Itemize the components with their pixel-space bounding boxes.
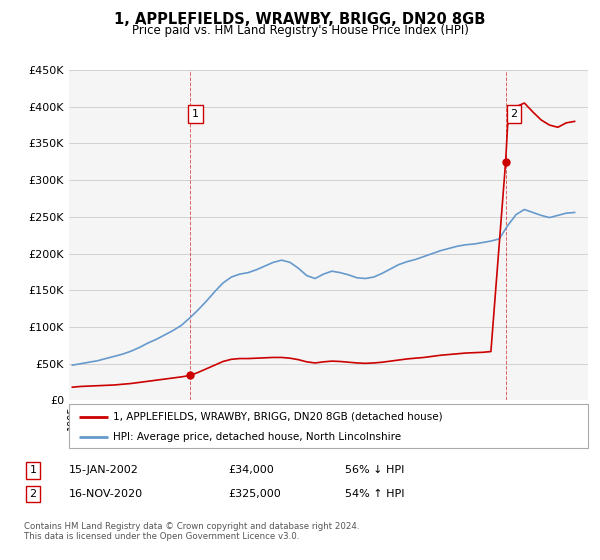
Text: 2: 2 [511,109,518,119]
Text: 1, APPLEFIELDS, WRAWBY, BRIGG, DN20 8GB: 1, APPLEFIELDS, WRAWBY, BRIGG, DN20 8GB [115,12,485,27]
Text: 1: 1 [29,465,37,475]
Text: HPI: Average price, detached house, North Lincolnshire: HPI: Average price, detached house, Nort… [113,432,401,442]
Text: 16-NOV-2020: 16-NOV-2020 [69,489,143,499]
Text: 2: 2 [29,489,37,499]
Text: 54% ↑ HPI: 54% ↑ HPI [345,489,404,499]
Text: £34,000: £34,000 [228,465,274,475]
Text: Price paid vs. HM Land Registry's House Price Index (HPI): Price paid vs. HM Land Registry's House … [131,24,469,36]
Text: £325,000: £325,000 [228,489,281,499]
Text: 1: 1 [192,109,199,119]
FancyBboxPatch shape [69,404,588,448]
Text: 1, APPLEFIELDS, WRAWBY, BRIGG, DN20 8GB (detached house): 1, APPLEFIELDS, WRAWBY, BRIGG, DN20 8GB … [113,412,443,422]
Text: 15-JAN-2002: 15-JAN-2002 [69,465,139,475]
Text: 56% ↓ HPI: 56% ↓ HPI [345,465,404,475]
Text: Contains HM Land Registry data © Crown copyright and database right 2024.
This d: Contains HM Land Registry data © Crown c… [24,522,359,542]
